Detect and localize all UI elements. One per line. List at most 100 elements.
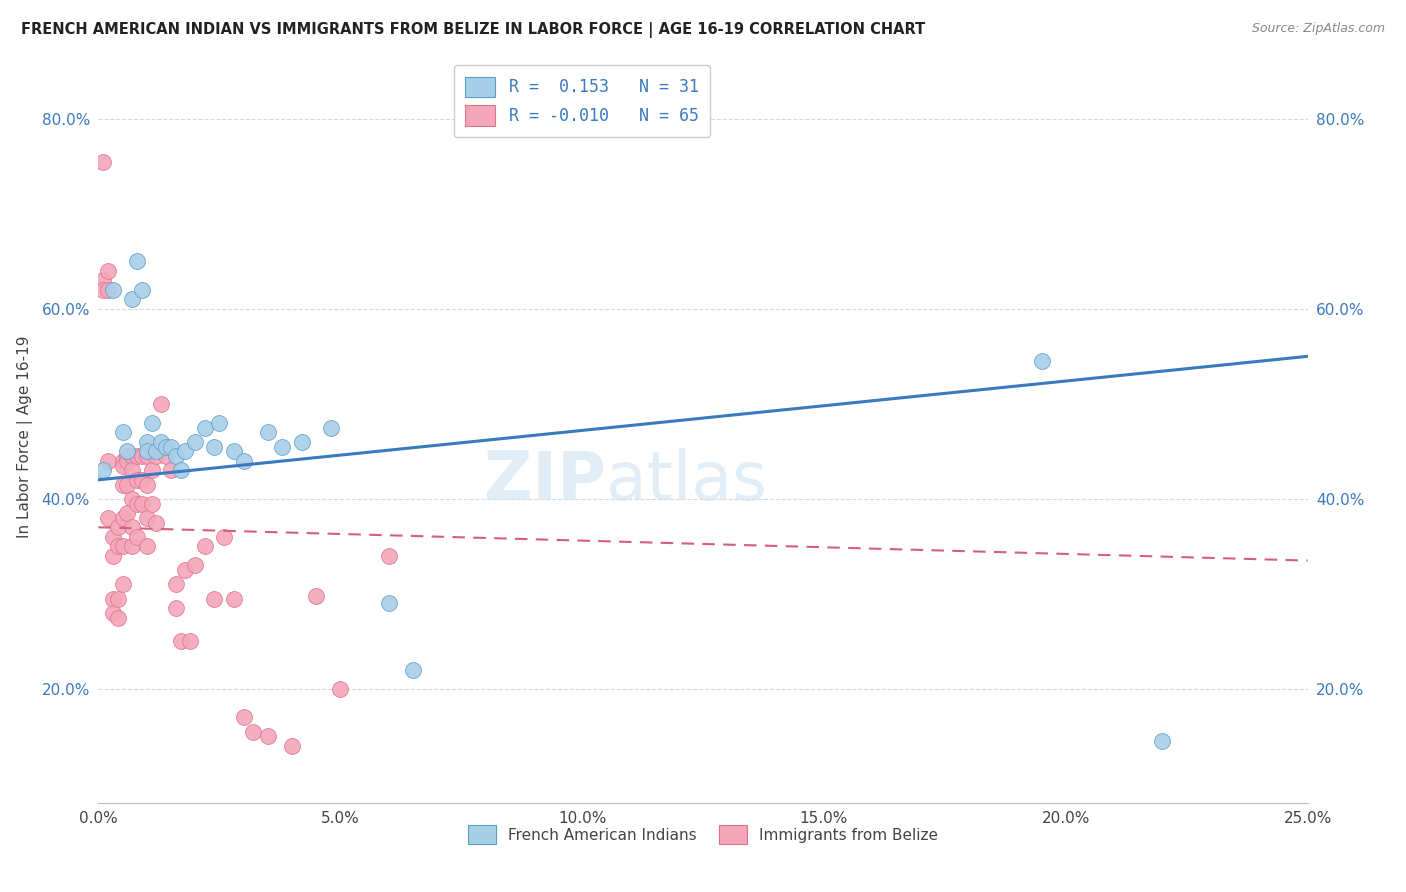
Y-axis label: In Labor Force | Age 16-19: In Labor Force | Age 16-19: [17, 335, 34, 539]
Point: [194, 420, 217, 434]
Point: [121, 293, 143, 307]
Point: [204, 591, 226, 606]
Point: [155, 440, 177, 454]
Point: [91, 283, 114, 297]
Text: Source: ZipAtlas.com: Source: ZipAtlas.com: [1251, 22, 1385, 36]
Point: [256, 729, 278, 743]
Point: [101, 283, 124, 297]
Point: [271, 440, 294, 454]
Point: [208, 416, 231, 430]
Point: [160, 440, 183, 454]
Point: [174, 444, 197, 458]
Point: [141, 463, 163, 477]
Point: [290, 434, 312, 449]
Point: [121, 539, 143, 553]
Point: [97, 454, 120, 468]
Point: [169, 634, 191, 648]
Point: [107, 520, 129, 534]
Point: [111, 477, 134, 491]
Point: [97, 264, 120, 278]
Text: atlas: atlas: [606, 448, 768, 514]
Point: [107, 539, 129, 553]
Point: [305, 589, 328, 603]
Point: [97, 511, 120, 525]
Point: [194, 539, 217, 553]
Point: [131, 449, 153, 463]
Point: [155, 449, 177, 463]
Point: [169, 463, 191, 477]
Point: [329, 681, 352, 696]
Point: [160, 463, 183, 477]
Point: [121, 491, 143, 506]
Point: [117, 477, 139, 491]
Point: [101, 549, 124, 563]
Point: [145, 449, 167, 463]
Point: [91, 154, 114, 169]
Point: [145, 516, 167, 530]
Text: FRENCH AMERICAN INDIAN VS IMMIGRANTS FROM BELIZE IN LABOR FORCE | AGE 16-19 CORR: FRENCH AMERICAN INDIAN VS IMMIGRANTS FRO…: [21, 22, 925, 38]
Point: [131, 497, 153, 511]
Point: [135, 511, 157, 525]
Point: [127, 449, 149, 463]
Point: [107, 591, 129, 606]
Point: [111, 425, 134, 440]
Point: [165, 577, 187, 591]
Point: [165, 449, 187, 463]
Point: [184, 558, 207, 573]
Point: [150, 434, 173, 449]
Point: [111, 511, 134, 525]
Point: [127, 254, 149, 268]
Point: [101, 591, 124, 606]
Point: [117, 454, 139, 468]
Point: [121, 449, 143, 463]
Point: [91, 273, 114, 287]
Point: [131, 283, 153, 297]
Point: [402, 663, 425, 677]
Point: [117, 449, 139, 463]
Point: [127, 497, 149, 511]
Point: [135, 539, 157, 553]
Point: [174, 563, 197, 577]
Point: [135, 477, 157, 491]
Point: [256, 425, 278, 440]
Point: [222, 444, 245, 458]
Point: [242, 724, 264, 739]
Point: [377, 549, 399, 563]
Point: [111, 458, 134, 473]
Point: [222, 591, 245, 606]
Point: [127, 530, 149, 544]
Text: ZIP: ZIP: [484, 448, 606, 514]
Point: [121, 520, 143, 534]
Point: [121, 463, 143, 477]
Point: [111, 577, 134, 591]
Point: [1152, 734, 1174, 748]
Point: [1031, 354, 1053, 368]
Point: [145, 444, 167, 458]
Point: [111, 539, 134, 553]
Point: [165, 601, 187, 615]
Point: [135, 444, 157, 458]
Point: [377, 596, 399, 610]
Point: [204, 440, 226, 454]
Point: [117, 506, 139, 520]
Point: [131, 473, 153, 487]
Point: [101, 606, 124, 620]
Point: [212, 530, 235, 544]
Point: [141, 497, 163, 511]
Point: [91, 463, 114, 477]
Point: [117, 444, 139, 458]
Point: [135, 434, 157, 449]
Point: [281, 739, 304, 753]
Point: [179, 634, 201, 648]
Legend: French American Indians, Immigrants from Belize: French American Indians, Immigrants from…: [463, 819, 943, 850]
Point: [101, 530, 124, 544]
Point: [141, 416, 163, 430]
Point: [97, 283, 120, 297]
Point: [127, 473, 149, 487]
Point: [135, 449, 157, 463]
Point: [107, 610, 129, 624]
Point: [232, 454, 254, 468]
Point: [111, 454, 134, 468]
Point: [319, 420, 342, 434]
Point: [232, 710, 254, 724]
